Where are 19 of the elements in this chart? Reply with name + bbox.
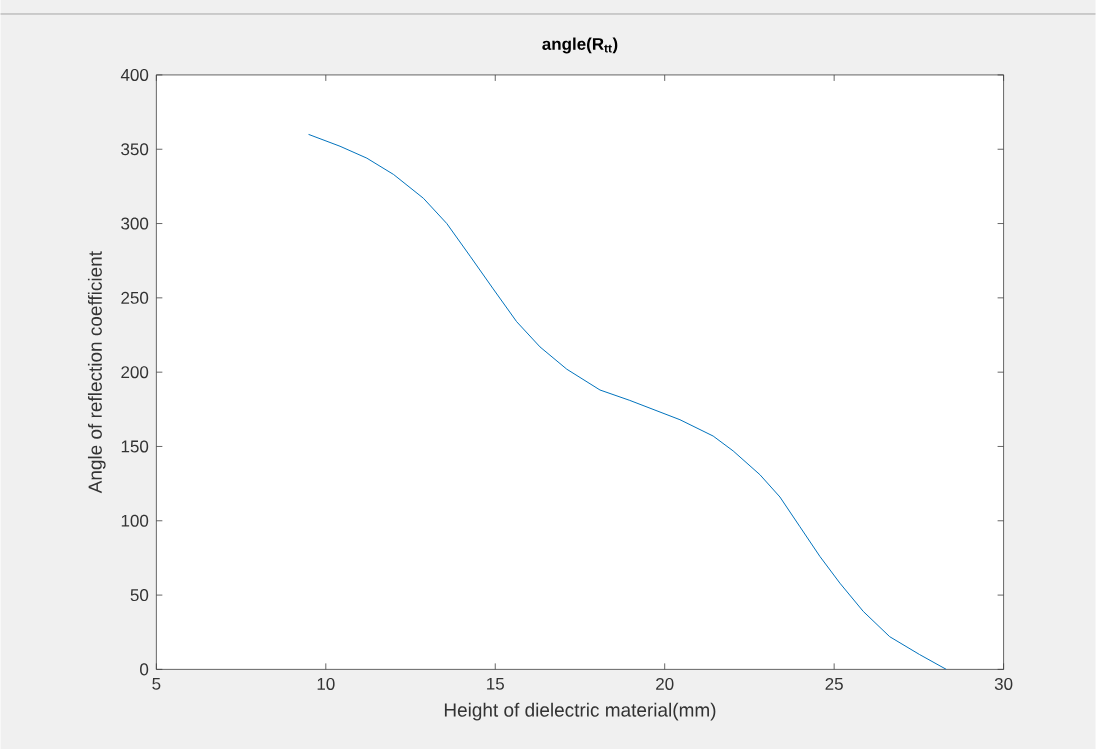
y-tick-label: 250	[121, 291, 149, 304]
y-tick-label: 50	[130, 588, 149, 601]
x-tick-label: 15	[487, 677, 504, 690]
y-axis-title: Angle of reflection coefficient	[87, 250, 106, 494]
y-tick-label: 400	[120, 68, 149, 81]
y-tick-label: 0	[140, 663, 149, 676]
y-tick-label: 200	[121, 365, 149, 379]
chart-title: angle(R$_{tt}$)	[542, 37, 618, 54]
y-tick-label: 100	[121, 514, 149, 527]
x-axis-title: Height of dielectric material(mm)	[444, 702, 716, 721]
x-tick-label: 5	[152, 677, 161, 690]
y-tick-label: 350	[121, 143, 149, 156]
y-tick-label: 150	[121, 440, 149, 453]
x-tick-label: 10	[317, 677, 335, 690]
line-series	[308, 133, 947, 670]
x-tick-label: 25	[825, 677, 843, 690]
x-tick-label: 20	[656, 677, 674, 690]
y-tick-label: 300	[121, 217, 149, 230]
x-tick-label: 30	[994, 677, 1013, 690]
